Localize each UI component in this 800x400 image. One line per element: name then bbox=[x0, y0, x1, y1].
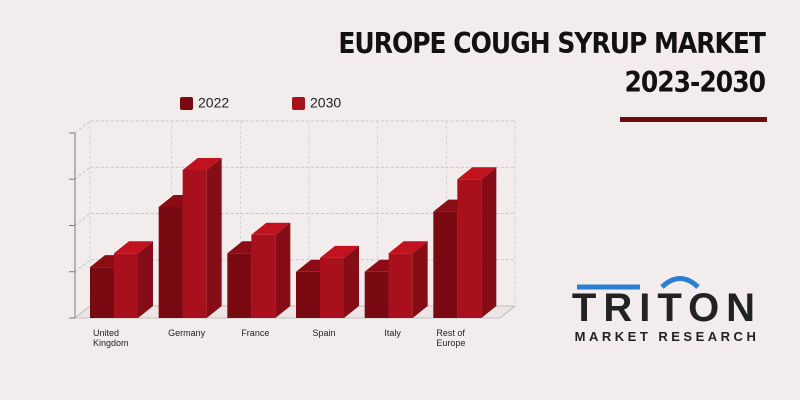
logo: TRITON MARKET RESEARCH bbox=[572, 276, 762, 344]
bar-side bbox=[206, 158, 222, 318]
bar-side bbox=[344, 245, 359, 318]
grid-line-segment bbox=[74, 213, 515, 226]
logo-tagline: MARKET RESEARCH bbox=[575, 329, 760, 344]
logo-accent bbox=[577, 276, 700, 290]
bar-front bbox=[296, 271, 320, 318]
title-underline bbox=[620, 117, 767, 122]
bar-top bbox=[457, 167, 497, 180]
bar-front bbox=[251, 234, 276, 318]
bar bbox=[251, 222, 291, 318]
chart-subtitle: 2023-2030 bbox=[624, 66, 765, 99]
logo-name: TRITON bbox=[572, 286, 762, 330]
bar bbox=[320, 245, 359, 318]
bar-front bbox=[433, 211, 458, 318]
grid-line-segment bbox=[74, 120, 515, 134]
bar bbox=[114, 241, 153, 318]
bar bbox=[182, 158, 222, 318]
x-tick-label: Italy bbox=[384, 328, 401, 338]
bar-front bbox=[457, 179, 482, 318]
legend-swatch bbox=[180, 97, 193, 110]
x-tick-label: Germany bbox=[168, 328, 206, 338]
bar-front bbox=[364, 271, 389, 318]
grid-line bbox=[69, 120, 515, 134]
legend-label: 2022 bbox=[198, 95, 229, 111]
grid-line bbox=[69, 166, 515, 180]
bar-front bbox=[158, 207, 183, 318]
bar-front bbox=[90, 267, 114, 318]
bar-front bbox=[388, 253, 413, 318]
bar-top bbox=[114, 241, 153, 254]
bar-top bbox=[251, 222, 291, 235]
bar bbox=[388, 241, 428, 318]
bar-front bbox=[114, 253, 138, 318]
grid-line-segment bbox=[74, 259, 515, 273]
bar-side bbox=[412, 241, 428, 318]
grid-line bbox=[69, 213, 515, 226]
chart-title: EUROPE COUGH SYRUP MARKET bbox=[338, 27, 766, 60]
bar-top bbox=[320, 245, 359, 258]
bar-front bbox=[227, 253, 252, 318]
grid-line bbox=[69, 259, 515, 273]
x-tick-label: France bbox=[241, 328, 270, 338]
legend-label: 2030 bbox=[310, 95, 341, 111]
bar-side bbox=[138, 241, 153, 318]
grid-line-segment bbox=[74, 166, 515, 180]
bar-top bbox=[182, 158, 222, 170]
x-tick-label: Spain bbox=[312, 328, 336, 338]
x-tick-label: United Kingdom bbox=[93, 328, 129, 348]
bar-side bbox=[481, 167, 497, 318]
bar-side bbox=[275, 222, 291, 318]
x-tick-label: Rest of Europe bbox=[436, 328, 466, 348]
bar-top bbox=[388, 241, 428, 254]
bar-front bbox=[182, 170, 207, 318]
legend-swatch bbox=[292, 97, 305, 110]
bar bbox=[457, 167, 497, 318]
bar-front bbox=[320, 257, 344, 318]
